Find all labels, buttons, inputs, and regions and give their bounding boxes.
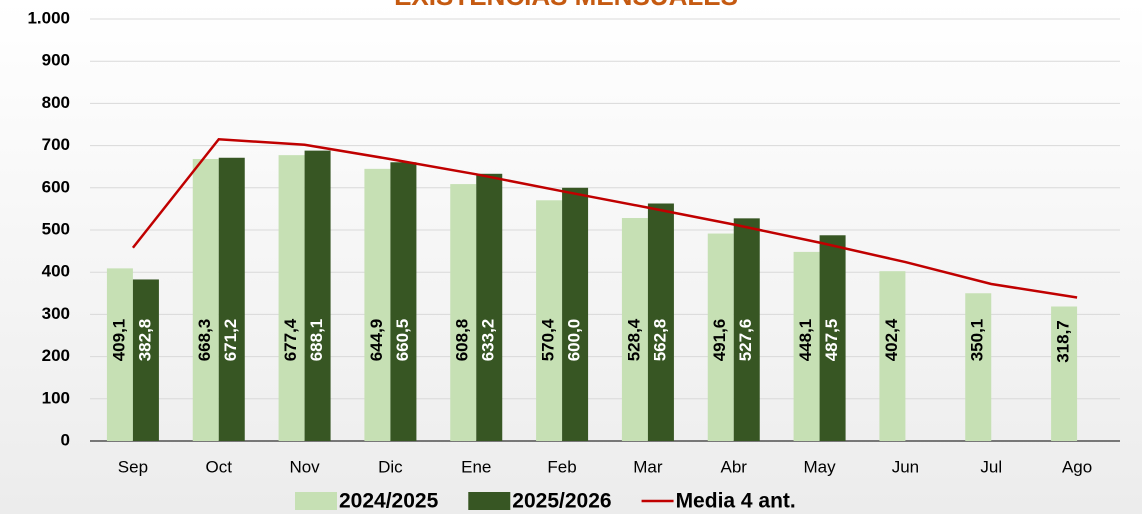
data-label: 644,9 [367, 319, 386, 362]
data-label: 382,8 [135, 319, 154, 362]
bar [536, 200, 563, 441]
y-tick-label: 800 [42, 93, 70, 112]
legend-label: Media 4 ant. [676, 490, 796, 513]
data-label: 448,1 [796, 319, 815, 362]
x-tick-label: Dic [378, 457, 403, 476]
bar [707, 233, 734, 441]
y-tick-label: 700 [42, 135, 70, 154]
x-tick-label: Feb [547, 457, 576, 476]
bar [364, 168, 391, 441]
data-label: 633,2 [479, 319, 498, 362]
data-label: 570,4 [539, 318, 558, 361]
x-tick-label: Abr [721, 457, 748, 476]
x-tick-label: Ene [461, 457, 491, 476]
bar [132, 279, 159, 441]
x-tick-label: Mar [633, 457, 663, 476]
y-tick-label: 1.000 [27, 8, 70, 27]
data-label: 318,7 [1054, 320, 1073, 363]
data-label: 487,5 [822, 319, 841, 362]
y-tick-label: 200 [42, 346, 70, 365]
y-tick-label: 500 [42, 219, 70, 238]
legend-swatch [468, 492, 511, 510]
bar [278, 155, 305, 441]
data-label: 528,4 [624, 318, 643, 361]
data-label: 668,3 [195, 319, 214, 362]
x-tick-label: Jun [892, 457, 919, 476]
data-label: 402,4 [882, 318, 901, 361]
y-tick-label: 600 [42, 177, 70, 196]
data-label: 409,1 [109, 319, 128, 362]
data-label: 491,6 [710, 319, 729, 362]
bar [476, 173, 503, 441]
bar [562, 187, 589, 441]
y-tick-label: 300 [42, 304, 70, 323]
x-tick-label: May [804, 457, 837, 476]
x-tick-label: Oct [206, 457, 233, 476]
x-tick-label: Nov [289, 457, 320, 476]
bar [1051, 306, 1078, 441]
data-label: 660,5 [393, 319, 412, 362]
chart-title: EXISTENCIAS MENSUALES [394, 0, 738, 11]
data-label: 688,1 [307, 319, 326, 362]
y-tick-label: 400 [42, 262, 70, 281]
x-tick-label: Ago [1062, 457, 1092, 476]
data-label: 677,4 [281, 318, 300, 361]
data-label: 350,1 [968, 319, 987, 362]
data-label: 608,8 [453, 319, 472, 362]
bar [965, 293, 992, 441]
bar [390, 162, 417, 442]
bar [733, 218, 760, 441]
bar [879, 271, 906, 441]
data-label: 562,8 [650, 319, 669, 362]
legend-swatch [295, 492, 337, 510]
bar [192, 158, 219, 441]
y-tick-label: 100 [42, 388, 70, 407]
data-label: 527,6 [736, 319, 755, 362]
x-tick-label: Jul [980, 457, 1002, 476]
data-label: 671,2 [221, 319, 240, 362]
y-tick-label: 900 [42, 51, 70, 70]
bar [106, 268, 133, 441]
bar [647, 203, 674, 441]
legend-label: 2024/2025 [339, 490, 439, 513]
x-tick-label: Sep [118, 457, 148, 476]
bar [793, 251, 820, 441]
line [131, 137, 1078, 299]
bar [304, 150, 331, 441]
bar [218, 157, 245, 441]
legend-label: 2025/2026 [512, 490, 611, 513]
bar [819, 235, 846, 441]
bar [450, 184, 477, 441]
y-tick-label: 0 [61, 430, 70, 449]
bar [621, 218, 648, 441]
data-label: 600,0 [565, 319, 584, 362]
